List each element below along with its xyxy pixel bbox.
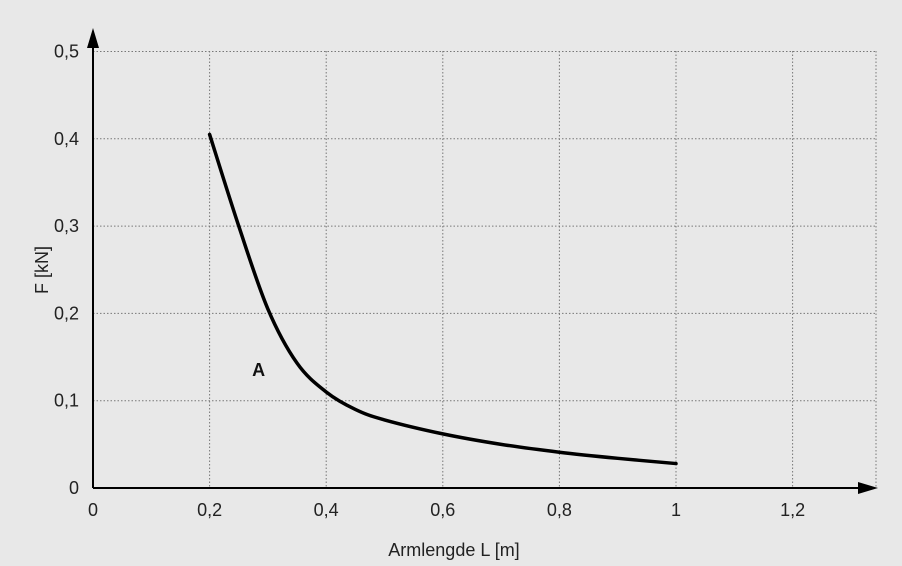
series-layer <box>207 132 678 466</box>
axes <box>87 28 878 494</box>
x-axis-arrow <box>858 482 878 494</box>
x-tick-label-2: 0,4 <box>314 500 339 520</box>
annotations: A <box>252 360 265 380</box>
annotation-0: A <box>252 360 265 380</box>
y-tick-label-4: 0,4 <box>54 129 79 149</box>
y-tick-label-0: 0 <box>69 478 79 498</box>
y-tick-label-3: 0,3 <box>54 216 79 236</box>
x-axis-label: Armlengde L [m] <box>388 540 519 560</box>
y-axis-label: F [kN] <box>32 246 52 294</box>
x-tick-label-0: 0 <box>88 500 98 520</box>
x-tick-label-4: 0,8 <box>547 500 572 520</box>
x-tick-label-3: 0,6 <box>430 500 455 520</box>
y-tick-label-5: 0,5 <box>54 42 79 62</box>
x-tick-label-5: 1 <box>671 500 681 520</box>
y-tick-label-1: 0,1 <box>54 391 79 411</box>
x-tick-label-6: 1,2 <box>780 500 805 520</box>
grid <box>93 51 877 488</box>
y-tick-label-2: 0,2 <box>54 303 79 323</box>
x-tick-label-1: 0,2 <box>197 500 222 520</box>
series-curve-0 <box>207 132 678 466</box>
y-axis-arrow <box>87 28 99 48</box>
tick-labels: 0 0,2 0,4 0,6 0,8 1 1,2 0 0,1 0,2 0,3 0,4 0,5 <box>54 42 805 521</box>
